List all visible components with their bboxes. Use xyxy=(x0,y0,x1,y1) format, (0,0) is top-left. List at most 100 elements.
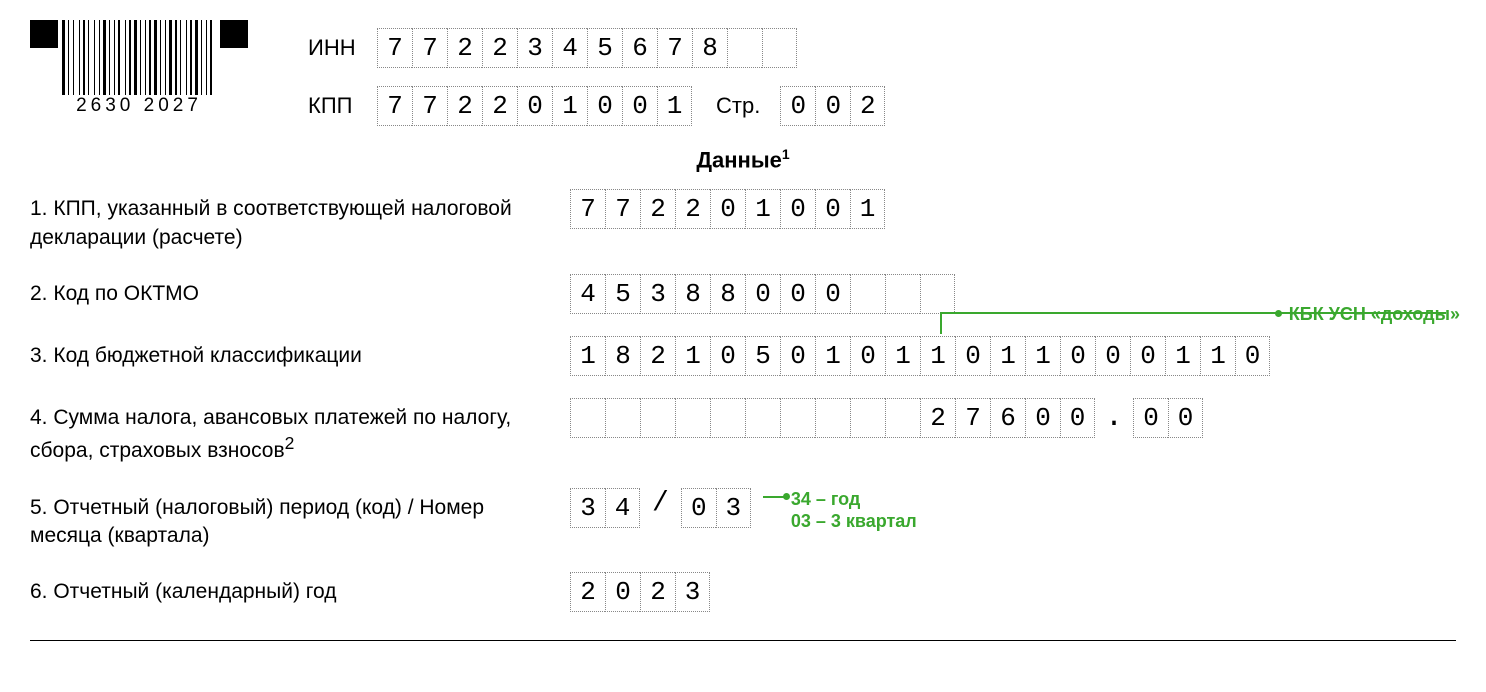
input-cell: 2 xyxy=(447,28,482,68)
row-label: 4. Сумма налога, авансовых платежей по н… xyxy=(30,398,550,466)
input-cell: 3 xyxy=(570,488,605,528)
id-fields: ИНН 7722345678 КПП 772201001 Стр. 002 xyxy=(308,28,885,126)
input-cell xyxy=(920,274,955,314)
input-cell: 2 xyxy=(482,28,517,68)
row-cells: 2023 xyxy=(570,572,710,612)
input-cell: 0 xyxy=(1133,398,1168,438)
row-fraction-cells: 00 xyxy=(1133,398,1203,438)
input-cell: 6 xyxy=(990,398,1025,438)
input-cell xyxy=(570,398,605,438)
input-cell: 7 xyxy=(955,398,990,438)
input-cell xyxy=(780,398,815,438)
input-cell: 3 xyxy=(716,488,751,528)
input-cell: 0 xyxy=(850,336,885,376)
input-cell: 2 xyxy=(920,398,955,438)
page-cells: 002 xyxy=(780,86,885,126)
marker-square-left xyxy=(30,20,58,48)
inn-line: ИНН 7722345678 xyxy=(308,28,885,68)
input-cell: 1 xyxy=(885,336,920,376)
period-separator: / xyxy=(646,488,675,519)
row-kbk: 3. Код бюджетной классификации 182105010… xyxy=(30,336,1456,376)
input-cell: 7 xyxy=(377,28,412,68)
row-oktmo: 2. Код по ОКТМО 45388000 xyxy=(30,274,1456,314)
row-kpp-decl: 1. КПП, указанный в соответствующей нало… xyxy=(30,189,1456,252)
input-cell xyxy=(605,398,640,438)
input-cell: 2 xyxy=(640,189,675,229)
input-cell: 0 xyxy=(681,488,716,528)
input-cell: 2 xyxy=(640,336,675,376)
input-cell: 1 xyxy=(920,336,955,376)
input-cell: 3 xyxy=(675,572,710,612)
input-cell xyxy=(762,28,797,68)
form-header: 2630 2027 ИНН 7722345678 КПП 772201001 С… xyxy=(30,20,1456,126)
input-cell: 0 xyxy=(1130,336,1165,376)
input-cell: 0 xyxy=(815,86,850,126)
input-cell: 1 xyxy=(675,336,710,376)
input-cell: 6 xyxy=(622,28,657,68)
input-cell: 2 xyxy=(482,86,517,126)
input-cell: 3 xyxy=(517,28,552,68)
input-cell: 0 xyxy=(955,336,990,376)
row-label: 1. КПП, указанный в соответствующей нало… xyxy=(30,189,550,252)
input-cell: 0 xyxy=(780,86,815,126)
input-cell: 0 xyxy=(1235,336,1270,376)
input-cell: 0 xyxy=(517,86,552,126)
input-cell: 1 xyxy=(1025,336,1060,376)
input-cell: 8 xyxy=(675,274,710,314)
row-sum: 4. Сумма налога, авансовых платежей по н… xyxy=(30,398,1456,466)
input-cell xyxy=(640,398,675,438)
input-cell: 4 xyxy=(552,28,587,68)
input-cell: 1 xyxy=(1165,336,1200,376)
input-cell: 1 xyxy=(552,86,587,126)
input-cell: 0 xyxy=(780,274,815,314)
input-cell: 0 xyxy=(745,274,780,314)
input-cell: 2 xyxy=(850,86,885,126)
row-year: 6. Отчетный (календарный) год 2023 xyxy=(30,572,1456,612)
input-cell: 2 xyxy=(570,572,605,612)
page-label: Стр. xyxy=(716,93,760,119)
input-cell: 7 xyxy=(412,28,447,68)
input-cell: 0 xyxy=(622,86,657,126)
input-cell: 7 xyxy=(412,86,447,126)
input-cell: 0 xyxy=(710,189,745,229)
input-cell: 4 xyxy=(570,274,605,314)
input-cell: 0 xyxy=(815,274,850,314)
input-cell xyxy=(710,398,745,438)
barcode-bars xyxy=(62,20,216,95)
row-label: 2. Код по ОКТМО xyxy=(30,274,550,308)
barcode-text: 2630 2027 xyxy=(76,95,202,117)
barcode-area: 2630 2027 xyxy=(30,20,248,117)
input-cell: 7 xyxy=(570,189,605,229)
row-cells: 45388000 xyxy=(570,274,955,314)
annotation-line xyxy=(940,312,1446,334)
input-cell: 1 xyxy=(570,336,605,376)
input-cell xyxy=(885,398,920,438)
input-cell: 8 xyxy=(692,28,727,68)
row-label: 5. Отчетный (налоговый) период (код) / Н… xyxy=(30,488,550,551)
inn-cells: 7722345678 xyxy=(377,28,797,68)
input-cell: 5 xyxy=(745,336,780,376)
input-cell: 1 xyxy=(657,86,692,126)
row-cells: 18210501011011000110 xyxy=(570,336,1270,376)
kpp-cells: 772201001 xyxy=(377,86,692,126)
input-cell xyxy=(850,274,885,314)
row-period-code-cells: 34 xyxy=(570,488,640,528)
input-cell: 0 xyxy=(1060,398,1095,438)
row-label: 3. Код бюджетной классификации xyxy=(30,336,550,370)
input-cell: 7 xyxy=(377,86,412,126)
decimal-separator: . xyxy=(1101,401,1127,435)
input-cell: 7 xyxy=(657,28,692,68)
data-rows: 1. КПП, указанный в соответствующей нало… xyxy=(30,189,1456,612)
input-cell: 0 xyxy=(815,189,850,229)
row-cells: 772201001 xyxy=(570,189,885,229)
input-cell: 4 xyxy=(605,488,640,528)
input-cell: 1 xyxy=(745,189,780,229)
row-label: 6. Отчетный (календарный) год xyxy=(30,572,550,606)
input-cell: 0 xyxy=(1095,336,1130,376)
marker-square-right xyxy=(220,20,248,48)
input-cell xyxy=(727,28,762,68)
input-cell: 8 xyxy=(710,274,745,314)
input-cell: 1 xyxy=(1200,336,1235,376)
barcode: 2630 2027 xyxy=(62,20,216,117)
inn-label: ИНН xyxy=(308,35,363,61)
